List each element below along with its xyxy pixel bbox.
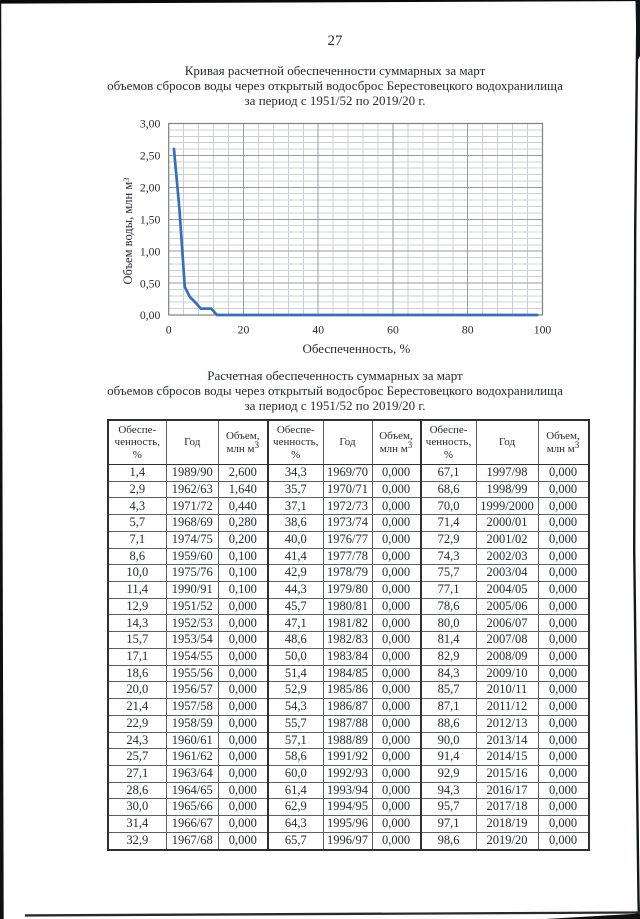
svg-text:1,50: 1,50 (140, 213, 161, 226)
svg-text:1,00: 1,00 (140, 245, 161, 258)
svg-text:0: 0 (166, 324, 172, 337)
svg-text:0,50: 0,50 (140, 277, 161, 290)
svg-text:60: 60 (387, 324, 399, 337)
svg-text:40: 40 (312, 324, 324, 337)
svg-text:2,50: 2,50 (140, 150, 161, 163)
svg-text:Обеспеченность, %: Обеспеченность, % (302, 341, 410, 356)
svg-text:100: 100 (534, 324, 552, 337)
svg-text:20: 20 (238, 324, 250, 337)
svg-text:2,00: 2,00 (140, 182, 161, 195)
svg-text:80: 80 (462, 324, 474, 337)
svg-text:Объем воды, млн м3: Объем воды, млн м3 (121, 178, 135, 285)
svg-text:0,00: 0,00 (140, 309, 161, 322)
svg-text:3,00: 3,00 (140, 118, 161, 131)
